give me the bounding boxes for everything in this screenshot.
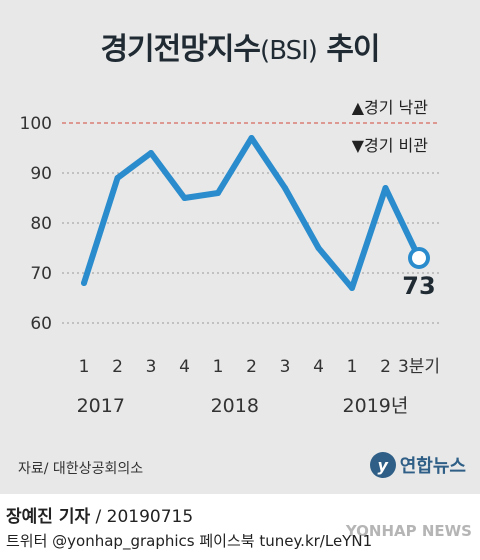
year-label: 2018 (211, 395, 259, 417)
reporter-name: 장예진 기자 (6, 507, 91, 527)
social-line: 트위터 @yonhap_graphics 페이스북 tuney.kr/LeYN1 (6, 532, 373, 550)
y-axis-ticks: 60 70 80 90 100 (20, 114, 52, 334)
title-tail: 추이 (316, 32, 380, 67)
data-point (114, 175, 121, 181)
year-label: 2019년 (343, 395, 409, 417)
credit-date: / 20190715 (90, 507, 194, 527)
yonhap-logo-icon: y (369, 452, 396, 478)
x-tick-label: 4 (179, 357, 190, 377)
x-tick-label: 1 (347, 357, 358, 377)
last-point-marker (408, 247, 430, 269)
series-layer: 73 (81, 135, 436, 300)
x-tick-label: 2 (246, 357, 257, 377)
data-point (282, 185, 288, 191)
legend-optimism: ▲경기 낙관 (351, 98, 428, 117)
y-tick-label-80: 80 (30, 214, 52, 234)
yonhap-logo-text: 연합뉴스 (399, 456, 466, 477)
last-value-label: 73 (402, 272, 435, 300)
data-point (315, 245, 322, 251)
data-point (181, 195, 188, 201)
x-tick-label: 3 (280, 357, 291, 377)
x-tick-label: 1 (79, 357, 90, 377)
y-tick-label-60: 60 (30, 314, 52, 334)
yonhap-logo: y 연합뉴스 (369, 452, 466, 478)
bsi-line (81, 135, 422, 291)
y-tick-label-90: 90 (30, 164, 52, 184)
source-note: 자료/ 대한상공회의소 (18, 461, 144, 477)
credit-line: 장예진 기자 / 20190715 (6, 502, 193, 527)
chart-title: 경기전망지수(BSI) 추이 (0, 24, 480, 68)
x-tick-label: 3분기 (398, 357, 440, 377)
x-tick-label: 4 (313, 357, 324, 377)
title-paren: (BSI) (260, 36, 318, 66)
y-tick-label-100: 100 (20, 114, 52, 134)
title-main: 경기전망지수 (100, 32, 261, 67)
data-point (148, 150, 154, 156)
y-tick-label-70: 70 (30, 264, 52, 284)
data-point (382, 185, 389, 191)
data-point (349, 285, 355, 291)
watermark-text: YONHAP NEWS (345, 522, 472, 540)
data-point (215, 190, 221, 196)
legend-pessimism: ▼경기 비관 (351, 136, 428, 155)
x-axis-ticks: 1 2 3 4 1 2 3 4 1 2 3분기 2017 2018 2019년 (77, 357, 440, 417)
x-tick-label: 2 (112, 357, 123, 377)
x-tick-label: 1 (213, 357, 224, 377)
x-tick-label: 2 (380, 357, 391, 377)
data-point (81, 280, 87, 286)
grid-layer (62, 122, 440, 324)
line-chart: 60 70 80 90 100 73 1 2 3 4 1 2 3 4 1 2 3분기 2017 2018 2019… (20, 114, 441, 417)
chart-card: 경기전망지수(BSI) 추이 ▲경기 낙관 ▼경기 비관 60 70 80 90 100… (0, 0, 480, 494)
year-label: 2017 (77, 395, 125, 417)
data-point (248, 135, 255, 141)
x-tick-label: 3 (146, 357, 157, 377)
